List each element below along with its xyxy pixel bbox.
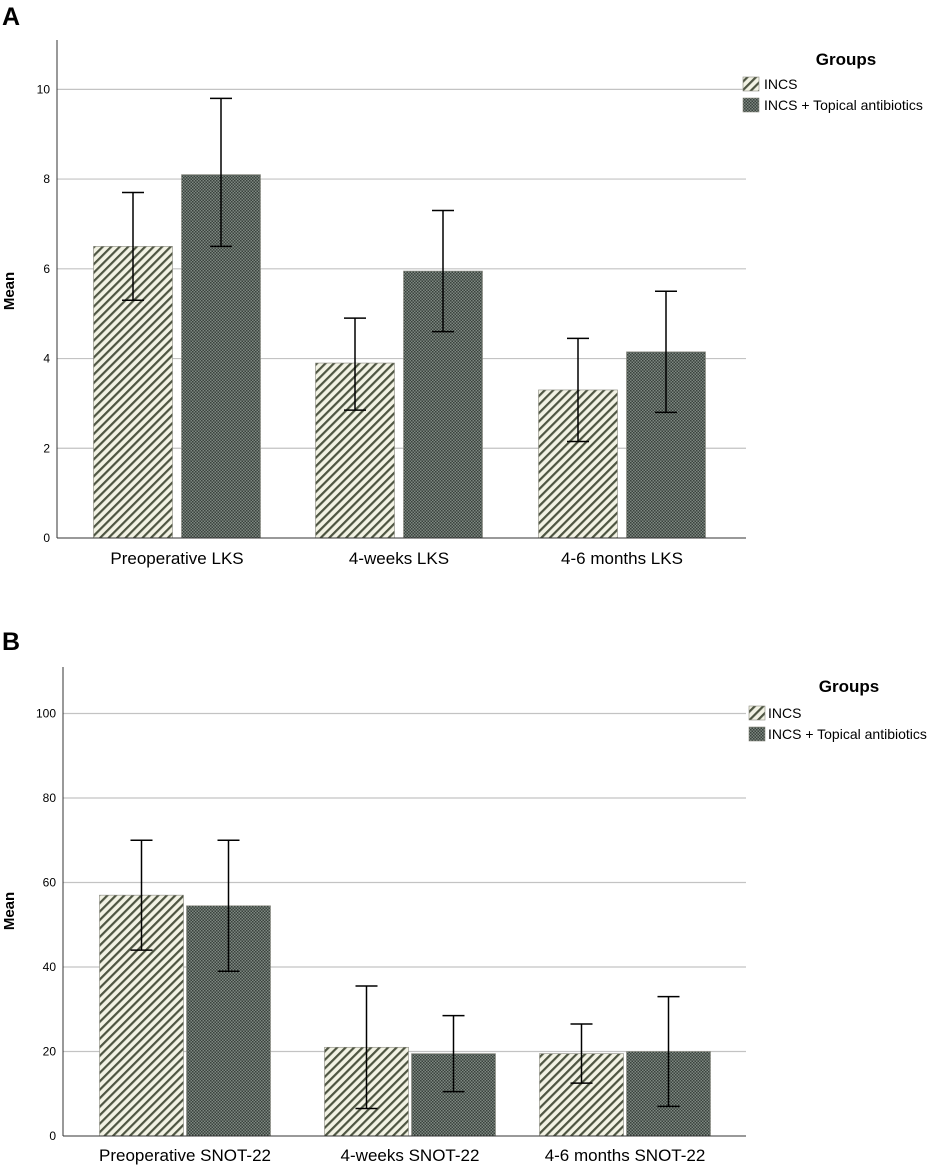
panel-a-letter: A bbox=[2, 3, 20, 31]
panel-a-error-bar-incs-4-weeks-lks bbox=[344, 317, 366, 411]
panel-b-y-tick-0: 0 bbox=[49, 1129, 56, 1143]
panel-a-y-axis-title: Mean bbox=[1, 272, 18, 310]
panel-b-x-tick-4-weeks-snot-22: 4-weeks SNOT-22 bbox=[341, 1146, 480, 1165]
panel-b-legend-label-incs-topical-antibiotics: INCS + Topical antibiotics bbox=[768, 726, 927, 742]
panel-b-y-tick-40: 40 bbox=[43, 960, 57, 974]
panel-b-y-axis-title: Mean bbox=[1, 892, 18, 930]
panel-b-error-bar-incs-topical-antibiotics-4-weeks-snot-22 bbox=[442, 1014, 465, 1093]
panel-a-y-tick-10: 10 bbox=[37, 82, 51, 96]
panel-a-error-bar-incs-topical-antibiotics-preoperative-lks bbox=[210, 97, 232, 248]
panel-a-legend-swatch-incs-topical-antibiotics bbox=[742, 97, 760, 113]
panel-b-y-tick-100: 100 bbox=[36, 706, 56, 720]
panel-a-x-tick-preoperative-lks: Preoperative LKS bbox=[110, 549, 243, 568]
chart-panel-a: A Mean 0 2 4 6 8 10 Preoperative LKS 4-weeks LK… bbox=[1, 3, 923, 568]
panel-b-y-tick-20: 20 bbox=[43, 1044, 57, 1058]
panel-a-x-tick-4-weeks-lks: 4-weeks LKS bbox=[349, 549, 449, 568]
panel-b-x-tick-4-6-months-snot-22: 4-6 months SNOT-22 bbox=[545, 1146, 706, 1165]
panel-b-error-bar-incs-topical-antibiotics-preoperative-snot-22 bbox=[217, 839, 240, 972]
panel-a-legend: Groups INCS INCS + Topical antibiotics bbox=[742, 50, 923, 113]
panel-b-y-tick-60: 60 bbox=[43, 875, 57, 889]
panel-a-y-tick-0: 0 bbox=[43, 531, 50, 545]
panel-b-legend-title: Groups bbox=[819, 677, 879, 696]
panel-a-y-tick-6: 6 bbox=[43, 262, 50, 276]
panel-b-legend: Groups INCS INCS + Topical antibiotics bbox=[748, 677, 927, 742]
panel-a-error-bar-incs-topical-antibiotics-4-weeks-lks bbox=[432, 209, 454, 333]
panel-b-error-bar-incs-preoperative-snot-22 bbox=[130, 839, 153, 951]
panel-a-y-tick-2: 2 bbox=[43, 441, 50, 455]
panel-b-legend-swatch-incs bbox=[748, 705, 766, 721]
chart-panel-b: B Mean 0 20 40 60 80 100 Preoperative SNOT-22 4… bbox=[1, 628, 927, 1165]
panel-b-x-tick-preoperative-snot-22: Preoperative SNOT-22 bbox=[99, 1146, 271, 1165]
panel-a-y-tick-4: 4 bbox=[43, 352, 50, 366]
panel-b-y-tick-80: 80 bbox=[43, 791, 57, 805]
panel-b-error-bar-incs-4-6-months-snot-22 bbox=[570, 1023, 593, 1084]
panel-b-legend-label-incs: INCS bbox=[768, 705, 801, 721]
panel-a-legend-label-incs: INCS bbox=[764, 76, 797, 92]
panel-a-legend-label-incs-topical-antibiotics: INCS + Topical antibiotics bbox=[764, 97, 923, 113]
panel-b-error-bar-incs-4-weeks-snot-22 bbox=[355, 985, 378, 1110]
panel-a-error-bar-incs-preoperative-lks bbox=[122, 191, 144, 301]
panel-a-error-bar-incs-4-6-months-lks bbox=[567, 337, 589, 443]
panel-a-y-tick-8: 8 bbox=[43, 172, 50, 186]
panel-a-legend-title: Groups bbox=[816, 50, 876, 69]
panel-a-x-tick-4-6-months-lks: 4-6 months LKS bbox=[561, 549, 683, 568]
panel-b-letter: B bbox=[2, 628, 20, 656]
panel-b-error-bar-incs-topical-antibiotics-4-6-months-snot-22 bbox=[657, 995, 680, 1108]
panel-a-error-bar-incs-topical-antibiotics-4-6-months-lks bbox=[655, 290, 677, 414]
panel-a-legend-swatch-incs bbox=[742, 76, 760, 92]
panel-b-legend-swatch-incs-topical-antibiotics bbox=[748, 726, 766, 742]
panel-a-bar-incs-topical-antibiotics-preoperative-lks bbox=[181, 174, 261, 539]
